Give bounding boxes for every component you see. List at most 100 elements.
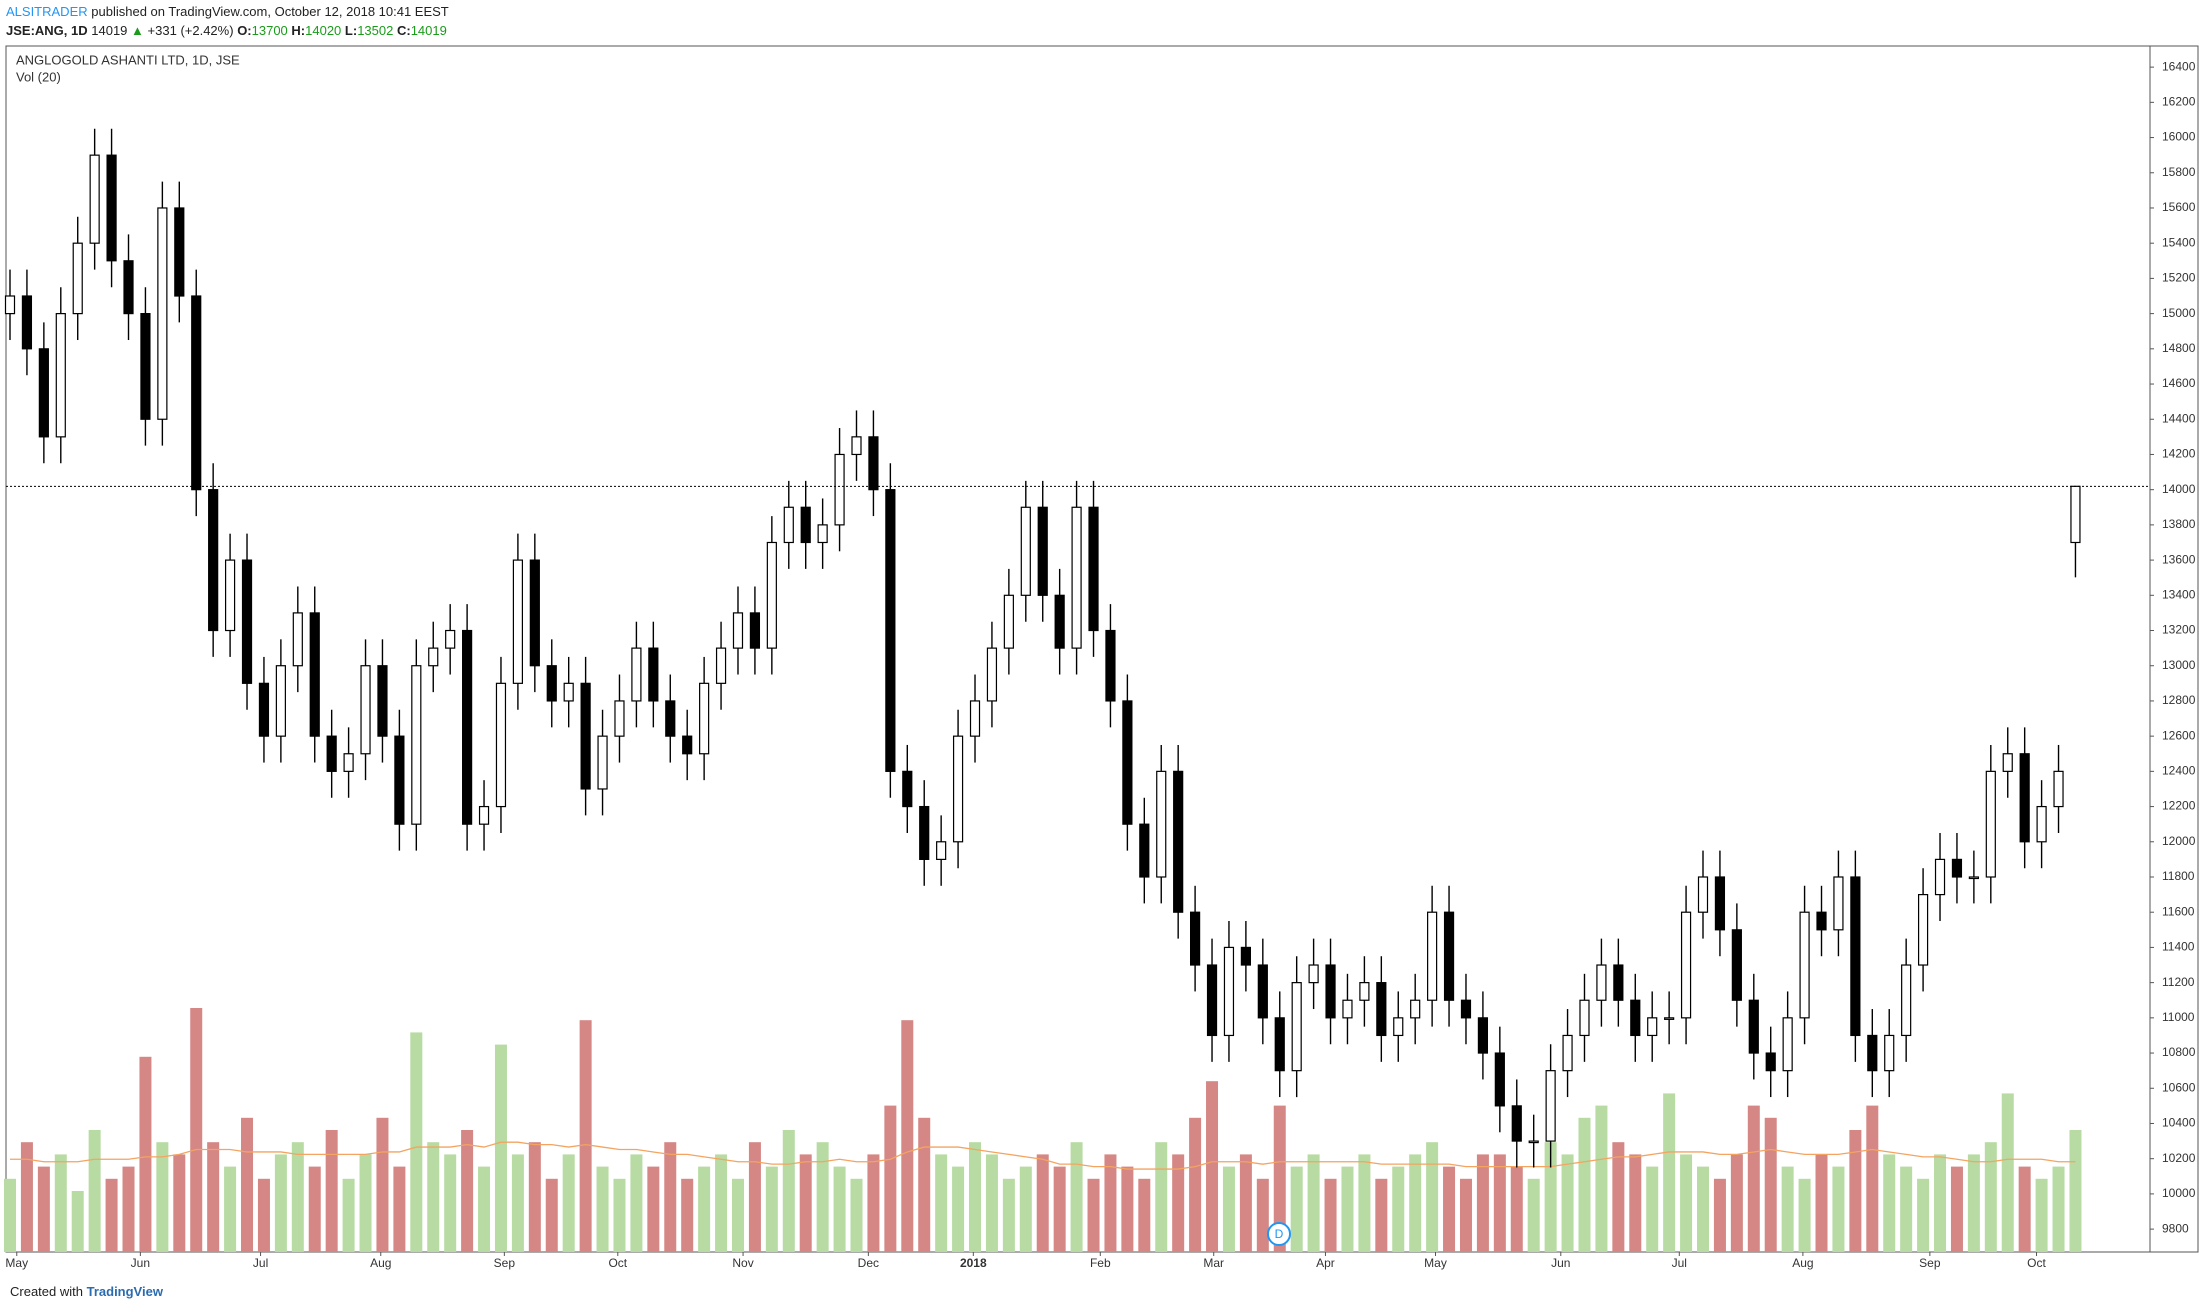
candle-body xyxy=(919,805,930,860)
volume-bar xyxy=(427,1142,440,1252)
volume-bar xyxy=(596,1166,609,1252)
candle-body xyxy=(1393,1017,1404,1037)
volume-bar xyxy=(799,1154,812,1252)
y-tick-label: 13000 xyxy=(2162,658,2196,672)
volume-bar xyxy=(1409,1154,1422,1252)
candle-body xyxy=(766,541,777,649)
candle-body xyxy=(597,735,608,790)
y-tick-label: 9800 xyxy=(2162,1221,2189,1235)
volume-bar xyxy=(1510,1166,1523,1252)
candle-body xyxy=(1545,1070,1556,1142)
volume-bar xyxy=(1206,1081,1219,1252)
candle-body xyxy=(411,665,422,825)
volume-bar xyxy=(207,1142,220,1252)
y-tick-label: 14000 xyxy=(2162,482,2196,496)
volume-bar xyxy=(241,1117,254,1252)
candle-body xyxy=(1647,1017,1658,1037)
created: Created with xyxy=(10,1284,83,1299)
candle-body xyxy=(1613,964,1624,1001)
candle-body xyxy=(902,770,913,808)
volume-bar xyxy=(664,1142,677,1252)
x-tick-label: Oct xyxy=(608,1256,627,1270)
x-tick-label: Dec xyxy=(858,1256,879,1270)
volume-bar xyxy=(1612,1142,1625,1252)
candle-body xyxy=(258,682,270,737)
volume-bar xyxy=(122,1166,135,1252)
candle-body xyxy=(2070,485,2081,544)
candle-body xyxy=(1274,1017,1285,1072)
volume-bar xyxy=(1358,1154,1371,1252)
candle-body xyxy=(1816,911,1827,931)
header: ALSITRADER published on TradingView.com,… xyxy=(6,2,449,40)
volume-bar xyxy=(935,1154,948,1252)
volume-bar xyxy=(1680,1154,1693,1252)
l: 13502 xyxy=(357,23,394,38)
volume-bar xyxy=(1256,1178,1269,1252)
y-tick-label: 14200 xyxy=(2162,447,2196,461)
volume-bar xyxy=(2018,1166,2031,1252)
candle-body xyxy=(495,682,507,808)
y-tick-label: 11800 xyxy=(2162,869,2195,883)
y-tick-label: 12000 xyxy=(2162,834,2196,848)
volume-bar xyxy=(1087,1178,1100,1252)
candle-body xyxy=(462,629,473,825)
candle-body xyxy=(224,559,236,632)
volume-bar xyxy=(1443,1166,1456,1252)
candle-body xyxy=(38,348,49,438)
volume-bar xyxy=(1375,1178,1388,1252)
volume-bar xyxy=(1121,1166,1134,1252)
candle-body xyxy=(1748,999,1759,1054)
event-marker: D xyxy=(1275,1227,1284,1241)
candle-body xyxy=(1901,964,1912,1037)
volume-bar xyxy=(1730,1154,1743,1252)
candle-body xyxy=(377,665,388,737)
brand[interactable]: TradingView xyxy=(86,1284,163,1299)
volume-bar xyxy=(1578,1117,1591,1252)
volume-bar xyxy=(562,1154,575,1252)
c: 14019 xyxy=(410,23,447,38)
y-tick-label: 11200 xyxy=(2162,975,2195,989)
candle-body xyxy=(1189,911,1201,966)
publish-line: ALSITRADER published on TradingView.com,… xyxy=(6,2,449,21)
author[interactable]: ALSITRADER xyxy=(6,4,88,19)
candle-body xyxy=(1934,858,1946,896)
volume-bar xyxy=(308,1166,321,1252)
y-tick-label: 14600 xyxy=(2162,376,2196,390)
candle-body xyxy=(2002,753,2013,772)
c-label: C: xyxy=(396,23,411,38)
volume-ma-line xyxy=(10,1141,2076,1170)
candle-body xyxy=(21,295,33,350)
y-tick-label: 13600 xyxy=(2162,552,2196,566)
volume-bar xyxy=(1713,1178,1726,1252)
y-tick-label: 15000 xyxy=(2162,306,2196,320)
candle-body xyxy=(2053,770,2064,808)
volume-bar xyxy=(985,1154,998,1252)
candle-body xyxy=(1410,999,1421,1019)
candle-body xyxy=(885,489,896,772)
candle-body xyxy=(4,295,16,315)
y-tick-label: 12800 xyxy=(2162,693,2196,707)
volume-bar xyxy=(444,1154,457,1252)
candle-body xyxy=(969,700,981,737)
volume-bar xyxy=(156,1142,169,1252)
symbol: JSE:ANG, 1D xyxy=(6,23,88,38)
volume-bar xyxy=(1392,1166,1405,1252)
volume-bar xyxy=(1172,1154,1185,1252)
o-label: O: xyxy=(237,23,252,38)
volume-bar xyxy=(1341,1166,1354,1252)
volume-bar xyxy=(1629,1154,1642,1252)
volume-bar xyxy=(376,1117,389,1252)
volume-bar xyxy=(1053,1166,1066,1252)
y-tick-label: 12200 xyxy=(2162,799,2196,813)
candle-body xyxy=(1376,982,1387,1037)
volume-bar xyxy=(478,1166,491,1252)
x-tick-label: Mar xyxy=(1203,1256,1224,1270)
volume-bar xyxy=(1663,1093,1676,1252)
volume-bar xyxy=(1544,1142,1557,1252)
candle-body xyxy=(1884,1034,1895,1072)
volume-bar xyxy=(1934,1154,1947,1252)
volume-bar xyxy=(1002,1178,1015,1252)
x-tick-label: May xyxy=(5,1256,28,1270)
volume-bar xyxy=(173,1154,186,1252)
candle-body xyxy=(732,612,744,649)
